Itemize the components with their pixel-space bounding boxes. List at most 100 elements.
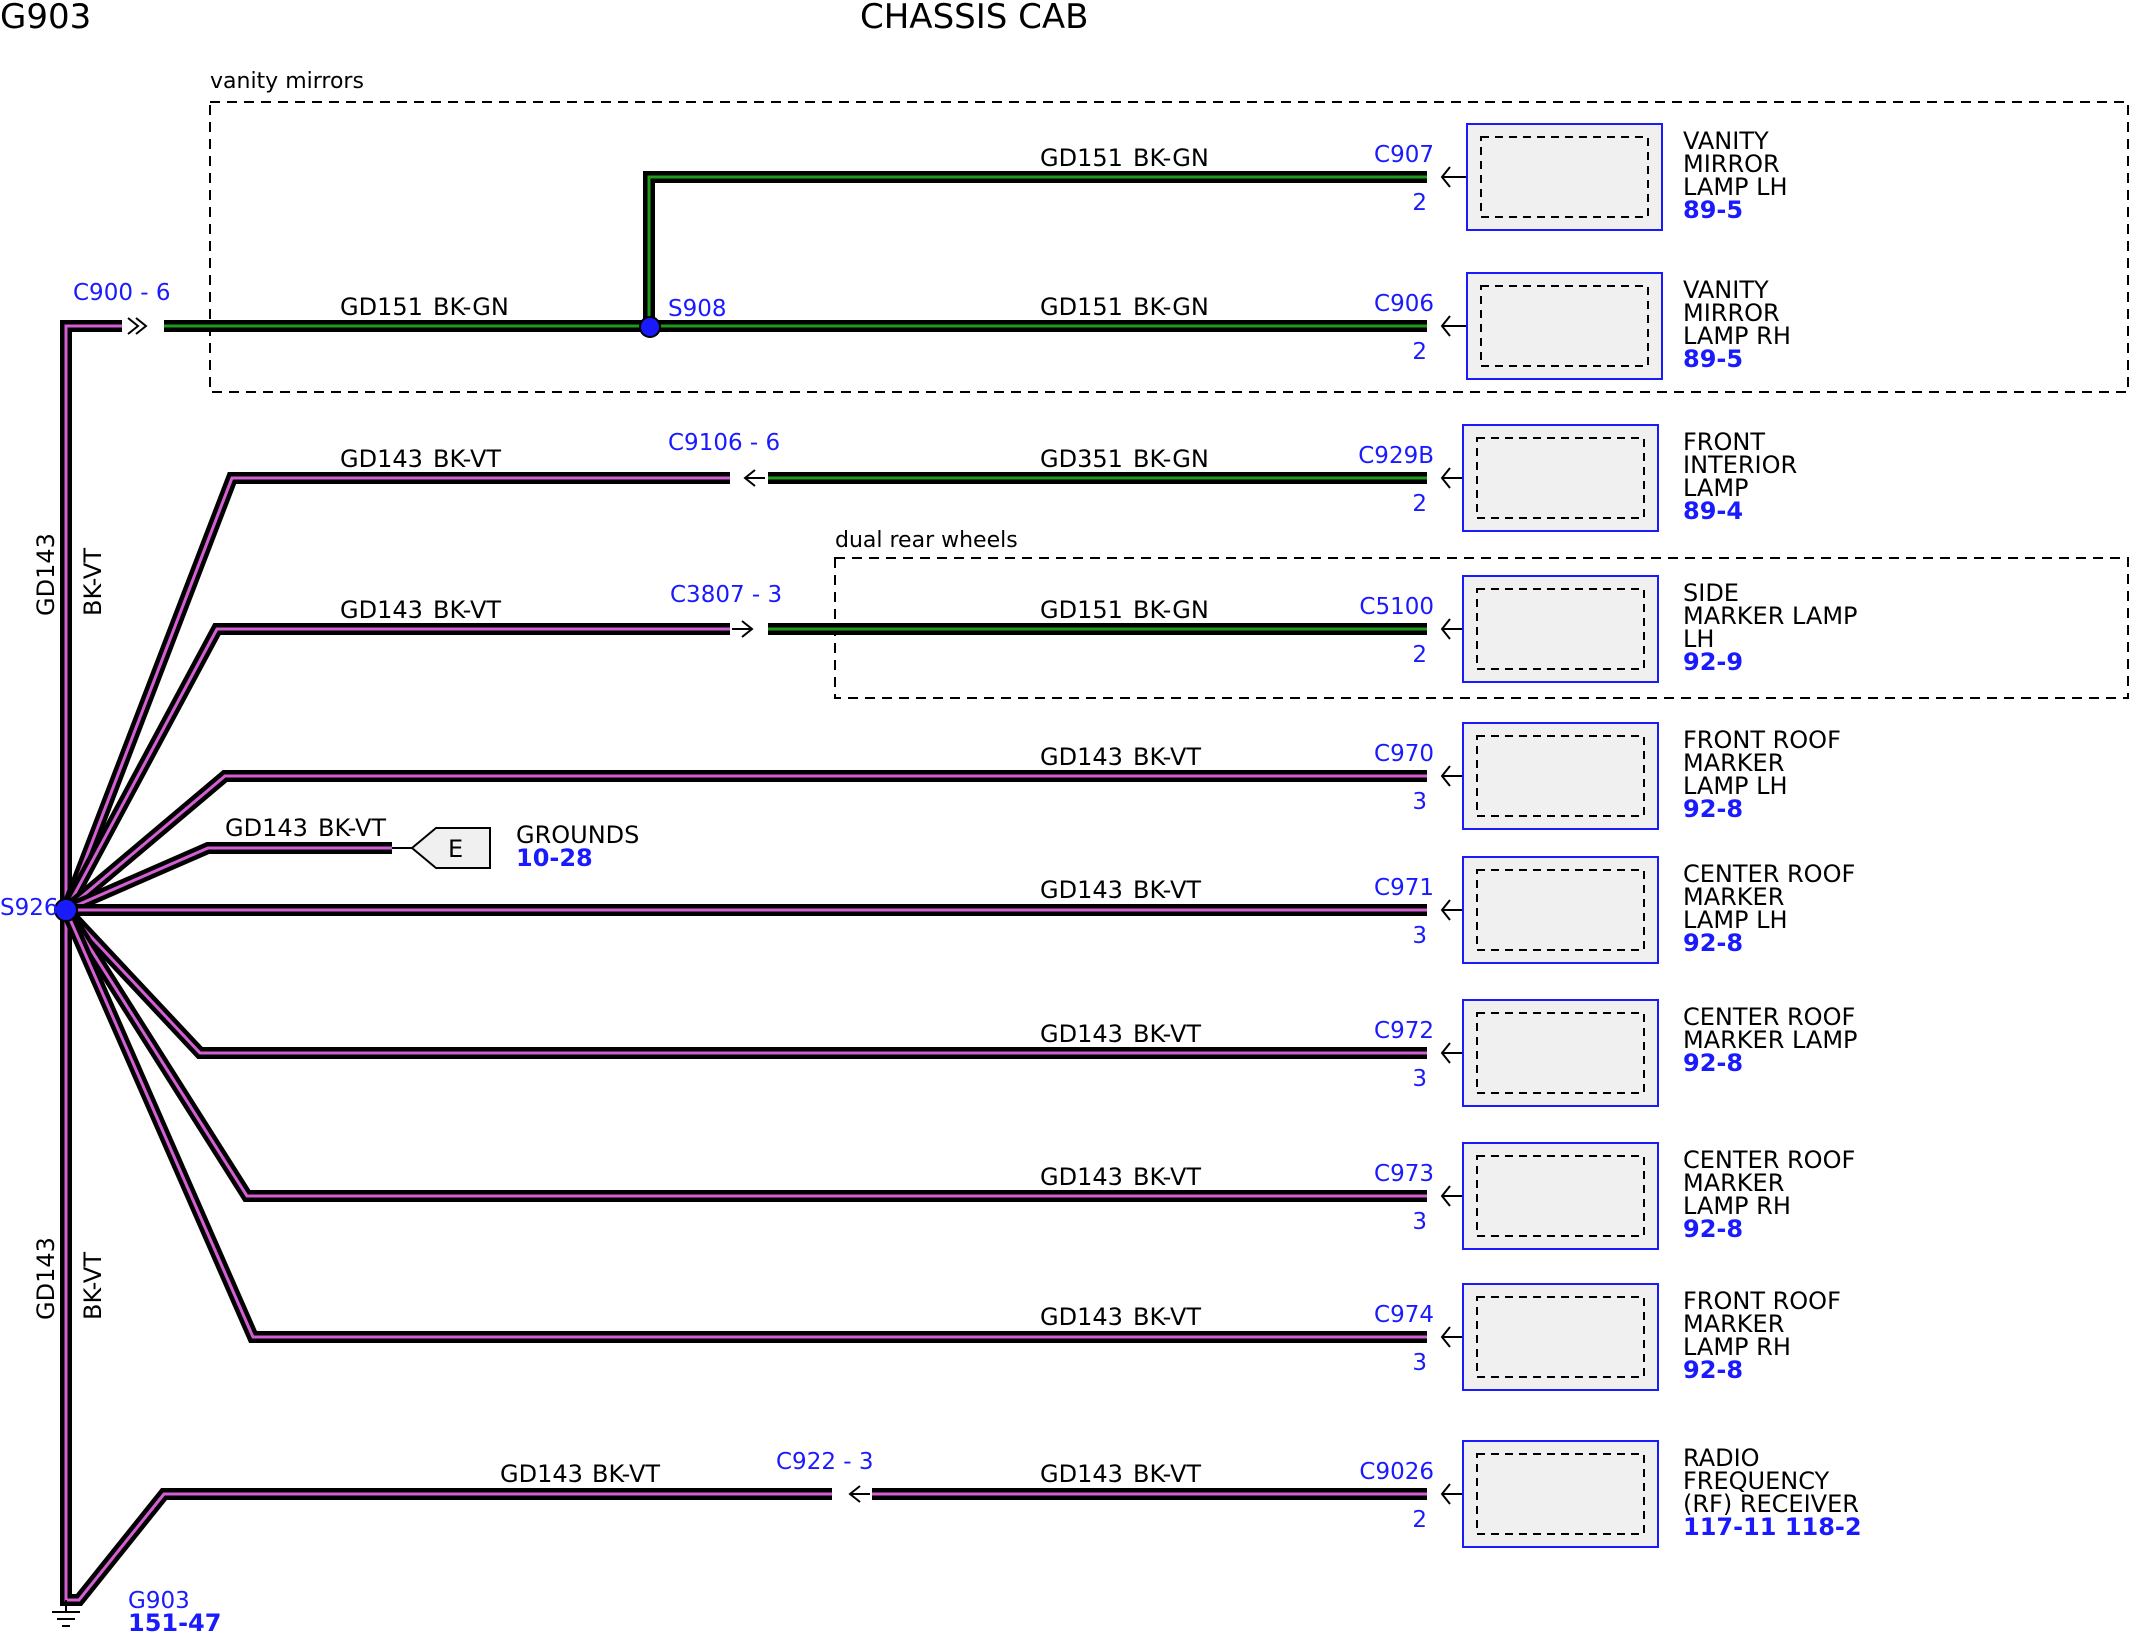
page-title: CHASSIS CAB xyxy=(860,0,1088,37)
branch-wires xyxy=(60,472,1427,1343)
pin-label: 2 xyxy=(1412,491,1427,517)
connector-c9106-label: C9106 - 6 xyxy=(668,430,780,456)
wire-label-color: BK-VT xyxy=(1133,743,1201,771)
pin-label: 3 xyxy=(1412,1209,1427,1235)
pin-label: 2 xyxy=(1412,642,1427,668)
wire-label-circuit: GD143 xyxy=(1040,1163,1123,1191)
component-name: SIDE xyxy=(1683,579,1739,607)
component-name: MARKER xyxy=(1683,883,1784,911)
inline-connector-c922 xyxy=(848,1485,870,1503)
wire-label-circuit: GD143 xyxy=(1040,1460,1123,1488)
page-id: G903 xyxy=(0,0,91,37)
dual-wheels-region-label: dual rear wheels xyxy=(835,528,1018,553)
connector-label: C973 xyxy=(1374,1161,1434,1187)
connector-c3807-label: C3807 - 3 xyxy=(670,582,782,608)
pin-label: 2 xyxy=(1412,190,1427,216)
wire-label-color: BK-GN xyxy=(433,293,509,321)
component-box xyxy=(1466,123,1663,231)
wire-s908-c907 xyxy=(643,171,1427,326)
component-box xyxy=(1462,722,1659,830)
component-ref: 92-8 xyxy=(1683,1049,1743,1077)
wire-label-color: BK-GN xyxy=(1133,293,1209,321)
wire-label-circuit: GD143 xyxy=(500,1460,583,1488)
pin-arrow-icon xyxy=(1440,1185,1463,1207)
trunk-lower-circuit: GD143 xyxy=(32,1237,60,1320)
wire-label-color: BK-VT xyxy=(1133,876,1201,904)
wire-label-color: BK-GN xyxy=(1133,445,1209,473)
component-name: FREQUENCY xyxy=(1683,1467,1830,1495)
component-name: VANITY xyxy=(1683,127,1769,155)
component-ref: 89-5 xyxy=(1683,345,1743,373)
wire-label-color: BK-VT xyxy=(1133,1163,1201,1191)
component-box xyxy=(1462,575,1659,683)
wire-label-circuit: GD151 xyxy=(340,293,423,321)
component-name: MARKER xyxy=(1683,1310,1784,1338)
component-inner xyxy=(1476,735,1645,817)
component-name: LAMP RH xyxy=(1683,1192,1791,1220)
trunk-upper-circuit: GD143 xyxy=(32,533,60,616)
pin-label: 2 xyxy=(1412,1507,1427,1533)
pin-arrow-icon xyxy=(1440,1042,1463,1064)
vanity-region xyxy=(209,101,2129,393)
component-name: MIRROR xyxy=(1683,150,1780,178)
connector-label: C907 xyxy=(1374,142,1434,168)
inline-segments xyxy=(768,472,1427,1500)
component-ref: 92-8 xyxy=(1683,1356,1743,1384)
pin-label: 3 xyxy=(1412,1350,1427,1376)
connector-label: C5100 xyxy=(1359,594,1434,620)
connector-label: C906 xyxy=(1374,291,1434,317)
inline-connector-c9106 xyxy=(743,469,765,487)
pin-arrow-icon xyxy=(1440,899,1463,921)
component-ref: 92-8 xyxy=(1683,1215,1743,1243)
trunk-lower-color: BK-VT xyxy=(79,1252,107,1320)
connector-label: C970 xyxy=(1374,741,1434,767)
pin-arrow-icon xyxy=(1440,166,1467,188)
component-inner xyxy=(1476,869,1645,951)
wire-label-color: BK-VT xyxy=(433,596,501,624)
splice-s908-label: S908 xyxy=(668,296,727,322)
wire-label-color: BK-VT xyxy=(1133,1303,1201,1331)
wire-label-circuit: GD151 xyxy=(1040,596,1123,624)
connector-c922-label: C922 - 3 xyxy=(776,1449,874,1475)
component-name: CENTER ROOF xyxy=(1683,1146,1855,1174)
wire-label-color: BK-VT xyxy=(1133,1460,1201,1488)
wire-label-circuit: GD143 xyxy=(1040,1020,1123,1048)
connector-label: C929B xyxy=(1358,443,1434,469)
wire-label-circuit: GD151 xyxy=(1040,293,1123,321)
grounds-wire-color: BK-VT xyxy=(318,814,386,842)
trunk-upper-color: BK-VT xyxy=(79,548,107,616)
wire-label-color: BK-VT xyxy=(592,1460,660,1488)
component-name: RADIO xyxy=(1683,1444,1760,1472)
component-ref: 89-4 xyxy=(1683,497,1743,525)
pin-label: 2 xyxy=(1412,339,1427,365)
connector-label: C9026 xyxy=(1359,1459,1434,1485)
pin-arrow-icon xyxy=(1440,315,1467,337)
inline-connector-c3807 xyxy=(732,620,754,638)
component-name: FRONT xyxy=(1683,428,1765,456)
wire-label-color: BK-GN xyxy=(1133,596,1209,624)
component-inner xyxy=(1476,1155,1645,1237)
splice-s926 xyxy=(54,898,78,922)
component-name: LAMP LH xyxy=(1683,173,1788,201)
splice-s926-label: S926 xyxy=(0,895,59,921)
component-name: LAMP xyxy=(1683,474,1749,502)
connector-label: C972 xyxy=(1374,1018,1434,1044)
component-box xyxy=(1466,272,1663,380)
component-inner xyxy=(1480,136,1649,218)
wire-label-color: BK-VT xyxy=(433,445,501,473)
connector-label: C974 xyxy=(1374,1302,1434,1328)
component-ref: 92-8 xyxy=(1683,795,1743,823)
wire-label-circuit: GD143 xyxy=(1040,876,1123,904)
component-ref: 92-8 xyxy=(1683,929,1743,957)
component-box xyxy=(1462,1142,1659,1250)
component-name: LAMP RH xyxy=(1683,322,1791,350)
